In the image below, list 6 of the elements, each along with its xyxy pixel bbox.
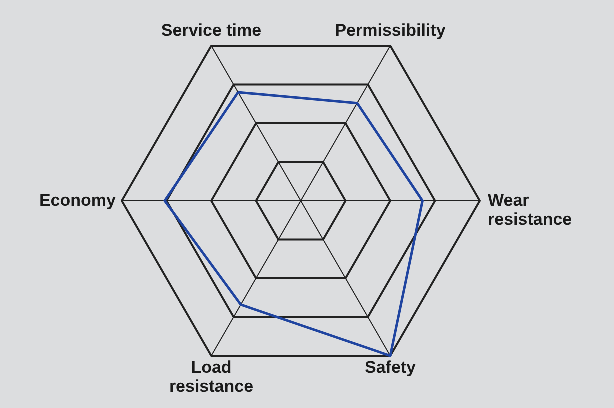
spoke-label: Load resistance bbox=[169, 358, 254, 396]
spoke-label: Wear resistance bbox=[488, 191, 572, 229]
spoke-label: Economy bbox=[39, 191, 117, 210]
spoke-label: Safety bbox=[364, 358, 417, 378]
spoke-label: Service time bbox=[161, 20, 262, 40]
spoke-label: Permissibility bbox=[335, 20, 446, 40]
